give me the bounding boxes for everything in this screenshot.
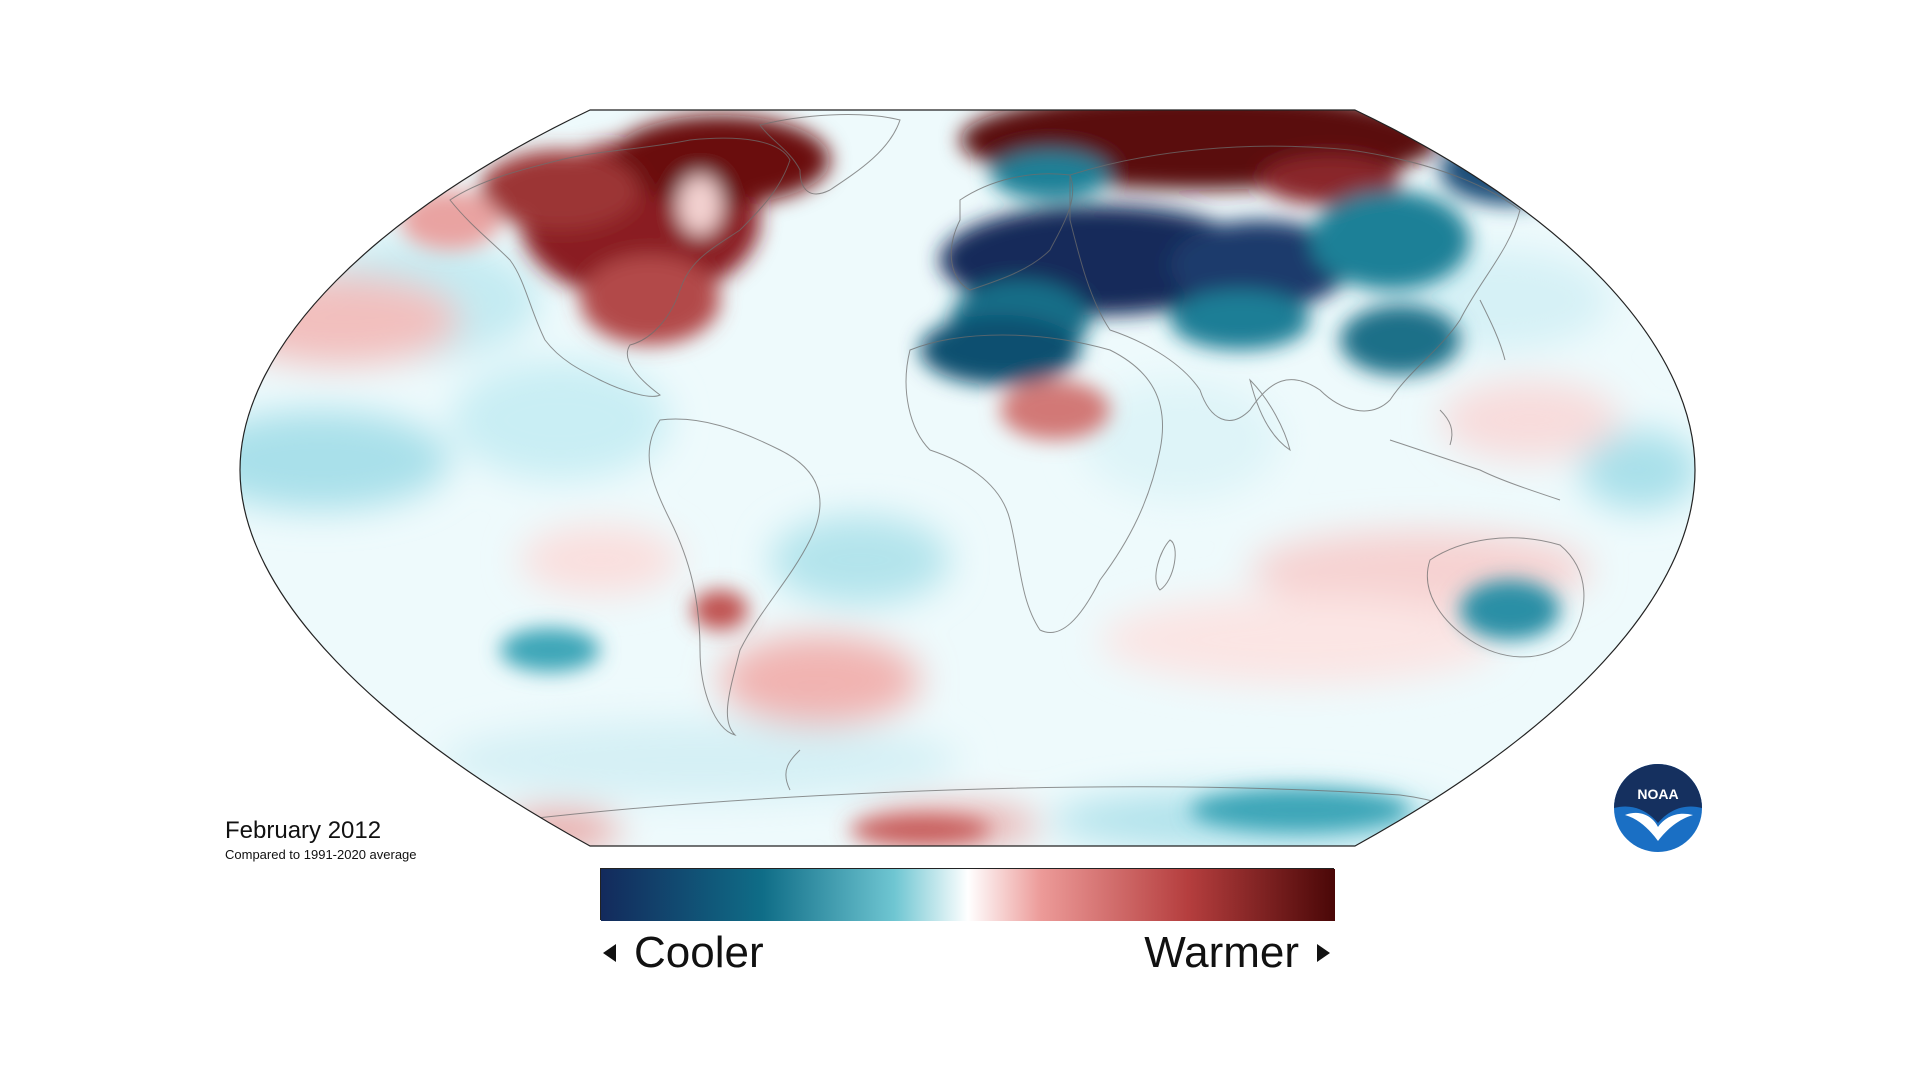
svg-text:NOAA: NOAA [1637,786,1678,802]
warmer-label: Warmer [1144,925,1330,981]
noaa-logo: NOAA [1613,763,1703,853]
anomaly-field [240,110,1695,846]
right-arrow-icon [1317,944,1330,962]
left-arrow-icon [603,944,616,962]
caption-title: February 2012 [225,817,382,844]
globe-outline [239,109,1696,847]
map-caption: February 2012 Compared to 1991-2020 aver… [225,817,417,863]
warmer-text: Warmer [1144,928,1299,977]
noaa-logo-icon: NOAA [1614,764,1702,852]
cooler-text: Cooler [634,928,764,977]
color-scale-bar [600,868,1335,921]
color-scale-svg [601,869,1335,921]
caption-subtitle: Compared to 1991-2020 average [225,847,417,862]
cooler-label: Cooler [603,925,764,981]
